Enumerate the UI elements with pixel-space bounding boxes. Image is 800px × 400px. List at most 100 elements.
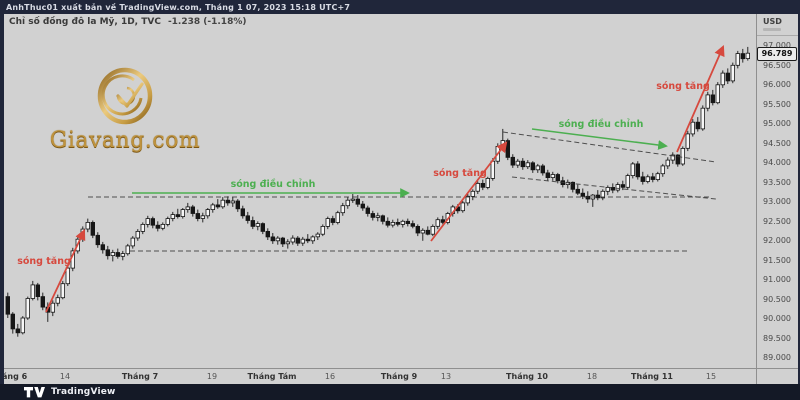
candle xyxy=(360,203,365,209)
candle xyxy=(105,249,110,257)
price-axis-separator xyxy=(756,14,757,384)
symbol-title[interactable]: Chỉ số đồng đô la Mỹ, 1D, TVC xyxy=(9,17,161,27)
time-tick-label: 18 xyxy=(586,372,598,381)
candle xyxy=(220,199,225,208)
price-tick-label: 96.000 xyxy=(763,80,791,89)
candle xyxy=(275,237,280,242)
last-price-badge: 96.789 xyxy=(757,47,797,61)
candle xyxy=(110,252,115,256)
publication-header-text: AnhThuc01 xuất bản về TradingView.com, T… xyxy=(6,2,351,12)
support-resistance-dashed-lines xyxy=(88,131,717,252)
watermark-brand-text: Giavang.com xyxy=(49,128,201,153)
price-tick-label: 95.500 xyxy=(763,99,791,109)
wave-arrow[interactable] xyxy=(676,45,725,153)
candle xyxy=(460,202,465,212)
candle xyxy=(395,221,400,225)
candle xyxy=(185,206,190,210)
price-axis[interactable]: USD 97.000 96.500 96.000 95.500 95.000 94.500… xyxy=(757,14,800,368)
time-tick-label: 13 xyxy=(440,372,452,381)
candle xyxy=(345,199,350,207)
candle xyxy=(540,165,545,174)
candle xyxy=(740,53,745,60)
candle xyxy=(290,237,295,243)
candle xyxy=(375,215,380,218)
tradingview-logo-icon[interactable] xyxy=(24,386,46,398)
candle xyxy=(400,220,405,225)
currency-label: USD xyxy=(763,17,782,26)
candle xyxy=(485,177,490,188)
candle xyxy=(595,194,600,199)
candlestick-series xyxy=(5,46,750,337)
left-frame-strip xyxy=(0,14,4,384)
candle xyxy=(225,199,230,204)
candle xyxy=(665,159,670,167)
candle xyxy=(415,225,420,234)
candle xyxy=(325,218,330,227)
candle xyxy=(320,225,325,235)
candle xyxy=(655,173,660,180)
candle xyxy=(60,283,65,299)
tradingview-wordmark[interactable]: TradingView xyxy=(51,387,116,397)
candle xyxy=(680,147,685,165)
axis-subtext-smudge xyxy=(763,28,781,31)
price-tick-label: 92.500 xyxy=(763,216,791,226)
candle xyxy=(465,195,470,204)
candle xyxy=(140,223,145,232)
candle xyxy=(210,204,215,210)
candle xyxy=(335,212,340,223)
candle xyxy=(535,165,540,171)
axis-header-divider xyxy=(757,35,800,36)
dashed-trendline[interactable] xyxy=(511,176,717,200)
candle xyxy=(250,220,255,227)
wave-label: sóng điều chỉnh xyxy=(559,119,644,130)
candle xyxy=(725,72,730,82)
time-tick-label: Tháng 9 xyxy=(380,372,418,381)
candle xyxy=(255,223,260,227)
candle xyxy=(520,160,525,168)
candle xyxy=(65,267,70,285)
candle xyxy=(745,52,750,60)
candle xyxy=(330,218,335,223)
candle xyxy=(530,162,535,171)
candle xyxy=(390,221,395,226)
wave-arrow[interactable] xyxy=(430,141,508,242)
candle xyxy=(690,121,695,135)
candle xyxy=(650,176,655,180)
candle xyxy=(90,221,95,236)
candle xyxy=(715,84,720,104)
time-axis[interactable]: áng 6 14 Tháng 7 19 Tháng Tám 16 Tháng 9 13 Thán… xyxy=(0,368,800,384)
candle xyxy=(195,213,200,219)
candle xyxy=(730,64,735,82)
dashed-trendline[interactable] xyxy=(502,131,717,163)
right-frame-strip xyxy=(798,14,800,384)
price-tick-label: 94.500 xyxy=(763,138,791,148)
wave-arrow[interactable] xyxy=(45,229,86,313)
candle xyxy=(245,215,250,221)
time-tick-label: 15 xyxy=(705,372,717,381)
candle xyxy=(125,245,130,255)
candle xyxy=(610,186,615,191)
wave-label: sóng tăng xyxy=(17,256,71,267)
price-tick-label: 89.000 xyxy=(763,353,791,362)
candle xyxy=(430,225,435,235)
candle xyxy=(695,121,700,130)
candle xyxy=(300,238,305,244)
candle xyxy=(5,296,10,315)
candle xyxy=(365,207,370,214)
candle xyxy=(735,53,740,66)
candle xyxy=(380,215,385,222)
candle xyxy=(405,220,410,225)
candle xyxy=(50,302,55,313)
candle xyxy=(165,218,170,225)
candle xyxy=(600,190,605,199)
price-tick-label: 92.000 xyxy=(763,236,791,245)
candle xyxy=(410,223,415,227)
candle xyxy=(515,160,520,166)
price-tick-label: 94.000 xyxy=(763,158,791,167)
wave-label: sóng điều chỉnh xyxy=(231,179,316,190)
symbol-legend[interactable]: Chỉ số đồng đô la Mỹ, 1D, TVC -1.238 (-1.… xyxy=(9,17,246,27)
wave-arrow[interactable] xyxy=(531,128,668,150)
time-tick-label: Tháng 10 xyxy=(506,372,548,381)
